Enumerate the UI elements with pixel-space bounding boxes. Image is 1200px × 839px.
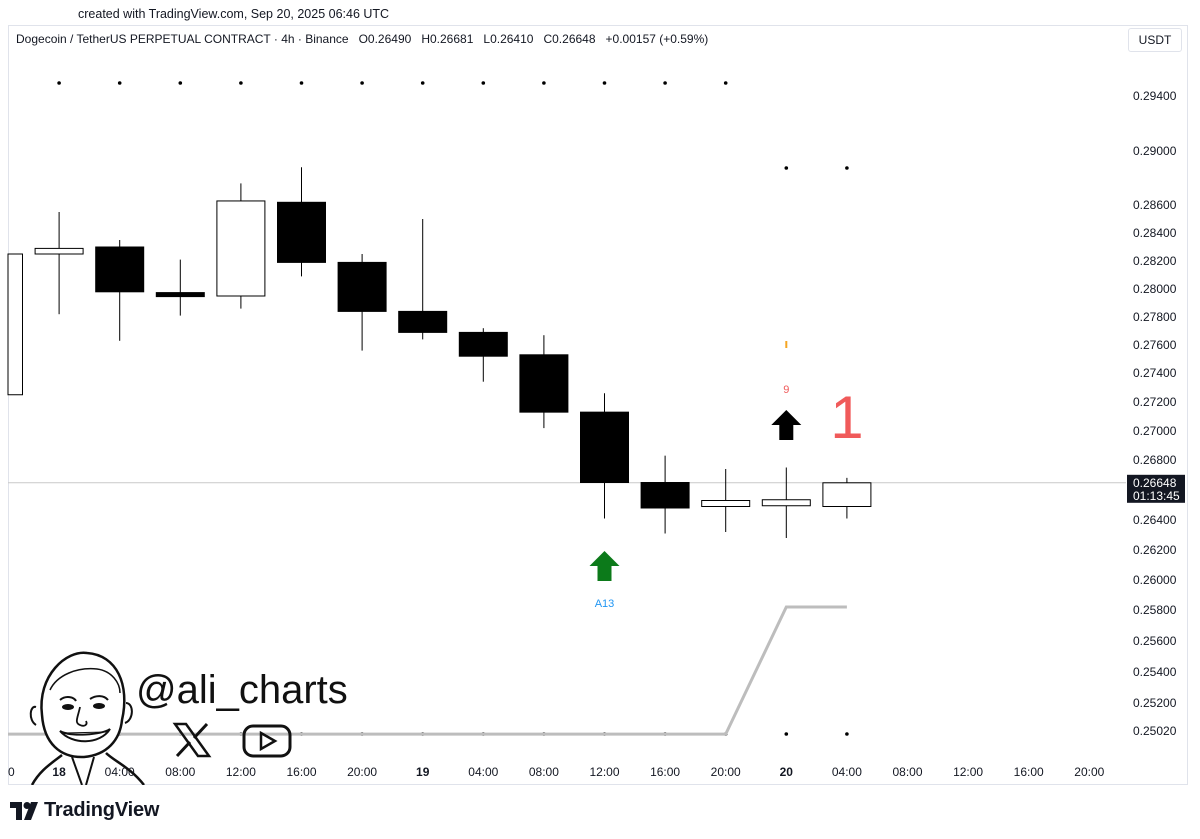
candle-body[interactable] (398, 310, 448, 333)
y-tick-label: 0.29000 (1133, 144, 1177, 158)
x-tick-label: 16:00 (286, 765, 316, 779)
y-tick-label: 0.28200 (1133, 254, 1177, 268)
candle-body[interactable] (155, 292, 205, 298)
tradingview-logo-icon (10, 801, 38, 820)
y-tick-label: 0.27600 (1133, 338, 1177, 352)
count-number: 1 (830, 384, 863, 451)
marker-dot (299, 81, 304, 85)
chart-frame (8, 25, 1188, 785)
current-price-label (1127, 474, 1185, 503)
y-tick-label: 0.26200 (1133, 543, 1177, 557)
marker-dot (542, 81, 546, 85)
author-handle: @ali_charts (136, 668, 348, 712)
x-tick-label: 20:00 (347, 765, 377, 779)
marker-dot (845, 732, 849, 736)
y-tick-label: 0.28400 (1133, 226, 1177, 240)
ohlc-low: L0.26410 (483, 32, 534, 46)
candle-body[interactable] (822, 482, 872, 507)
ohlc-open: O0.26490 (358, 32, 412, 46)
youtube-icon[interactable] (242, 724, 292, 758)
ohlc-high: H0.26681 (421, 32, 474, 46)
candle-body[interactable] (519, 354, 569, 413)
countdown-timer: 01:13:45 (1133, 489, 1180, 503)
avatar-caricature (29, 651, 145, 785)
ohlc-change: +0.00157 (+0.59%) (605, 32, 709, 46)
stop-line (8, 605, 847, 736)
currency-button[interactable]: USDT (1128, 28, 1182, 52)
x-tick-label: 08:00 (892, 765, 922, 779)
arrow-up-icon (771, 410, 802, 440)
x-tick-label: 16:00 (1014, 765, 1044, 779)
candle-body[interactable] (580, 411, 629, 483)
ohlc-close: C0.26648 (543, 32, 596, 46)
marker-dot (663, 81, 667, 85)
y-tick-label: 0.25800 (1133, 603, 1177, 617)
signal-label: A13 (595, 598, 615, 610)
marker-dot (57, 81, 61, 85)
candle-body[interactable] (95, 246, 145, 293)
marker-dot (420, 81, 425, 85)
x-tick-label: 18 (52, 765, 66, 779)
x-tick-label: 12:00 (226, 765, 256, 779)
marker-dot (239, 81, 243, 85)
candle-body[interactable] (34, 247, 84, 255)
y-tick-label: 0.26000 (1133, 573, 1177, 587)
marker-dot (845, 166, 849, 170)
x-tick-label: 12:00 (589, 765, 619, 779)
x-tick-label: 04:00 (832, 765, 862, 779)
y-tick-label: 0.28600 (1133, 198, 1177, 212)
y-tick-label: 0.26400 (1133, 513, 1177, 527)
candle-body[interactable] (277, 201, 326, 263)
marker-dot (602, 81, 607, 85)
x-tick-label: 12:00 (953, 765, 983, 779)
marker-dot (117, 81, 122, 85)
candle-body[interactable] (7, 253, 23, 396)
y-tick-label: 0.27000 (1133, 424, 1177, 438)
symbol-header: Dogecoin / TetherUS PERPETUAL CONTRACT ·… (16, 32, 708, 46)
x-tick-label: 16:00 (650, 765, 680, 779)
x-tick-label: 19 (416, 765, 430, 779)
candle-body[interactable] (701, 500, 751, 507)
alert-mark (785, 341, 788, 348)
x-logo-icon[interactable] (172, 722, 212, 758)
candle-body[interactable] (458, 331, 508, 357)
x-tick-label: 0 (8, 765, 15, 779)
y-tick-label: 0.29400 (1133, 89, 1177, 103)
marker-dot (360, 81, 364, 85)
x-tick-label: 08:00 (529, 765, 559, 779)
marker-dot (178, 81, 183, 85)
marker-dot (784, 732, 789, 736)
candle-body[interactable] (640, 482, 690, 509)
symbol-name[interactable]: Dogecoin / TetherUS PERPETUAL CONTRACT ·… (16, 32, 349, 46)
x-tick-label: 20 (780, 765, 794, 779)
candle-body[interactable] (337, 261, 387, 312)
y-tick-label: 0.27400 (1133, 366, 1177, 380)
y-tick-label: 0.28000 (1133, 282, 1177, 296)
tradingview-logo[interactable]: TradingView (10, 799, 159, 822)
marker-dot (481, 81, 486, 85)
x-tick-label: 20:00 (1074, 765, 1104, 779)
created-with-text: created with TradingView.com, Sep 20, 20… (78, 7, 390, 21)
signal-label: 9 (783, 384, 789, 396)
y-tick-label: 0.25400 (1133, 665, 1177, 679)
x-tick-label: 04:00 (468, 765, 498, 779)
y-tick-label: 0.27800 (1133, 310, 1177, 324)
current-price-value: 0.26648 (1133, 476, 1177, 490)
marker-dot (784, 166, 789, 170)
y-tick-label: 0.27200 (1133, 395, 1177, 409)
candle-body[interactable] (216, 200, 266, 297)
y-tick-label: 0.26800 (1133, 453, 1177, 467)
tradingview-logo-text: TradingView (44, 799, 160, 821)
candle-body[interactable] (761, 499, 811, 507)
y-tick-label: 0.25200 (1133, 696, 1177, 710)
y-tick-label: 0.25600 (1133, 634, 1177, 648)
marker-dot (723, 81, 728, 85)
y-tick-label: 0.25020 (1133, 724, 1177, 738)
x-tick-label: 20:00 (711, 765, 741, 779)
x-tick-label: 08:00 (165, 765, 195, 779)
arrow-up-icon (589, 551, 620, 581)
